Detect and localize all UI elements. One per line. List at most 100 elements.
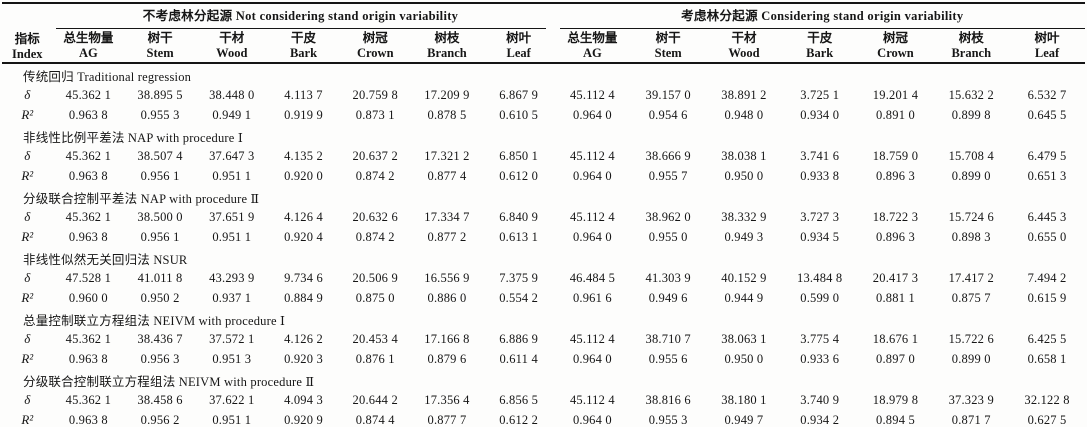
value-cell: 0.949 6 <box>648 290 688 305</box>
value-cell: 0.920 0 <box>284 168 323 183</box>
value-cell: 0.955 3 <box>648 412 688 427</box>
value-cell: 4.126 4 <box>284 209 323 224</box>
value-cell: 17.166 8 <box>424 331 470 346</box>
value-cell: 38.816 6 <box>645 392 691 407</box>
value-cell: 6.445 3 <box>1027 209 1067 224</box>
value-cell: 0.610 5 <box>499 107 539 122</box>
value-cell: 6.850 1 <box>499 148 539 163</box>
value-cell: 20.637 2 <box>352 148 398 163</box>
col-zh: 树枝 <box>434 30 460 45</box>
method-title: 分级联合控制联立方程组法 NEIVM with procedure Ⅱ <box>23 375 315 389</box>
value-cell: 0.964 0 <box>572 107 612 122</box>
col-en: Crown <box>877 45 914 60</box>
col-header-ag-right: 总生物量 AG <box>554 29 631 64</box>
value-cell: 20.759 8 <box>352 87 398 102</box>
value-cell: 6.479 5 <box>1027 148 1067 163</box>
value-cell: 0.919 9 <box>284 107 323 122</box>
col-zh: 干皮 <box>807 30 833 45</box>
value-cell: 0.956 3 <box>140 351 180 366</box>
value-cell: 0.964 0 <box>572 229 612 244</box>
value-cell: 0.951 3 <box>212 351 252 366</box>
value-cell: 0.920 9 <box>284 412 323 427</box>
value-cell: 15.708 4 <box>948 148 994 163</box>
value-cell: 0.955 6 <box>648 351 688 366</box>
col-header-branch-left: 树枝 Branch <box>411 29 483 64</box>
col-en: Stem <box>146 45 174 60</box>
value-cell: 3.725 1 <box>800 87 840 102</box>
value-cell: 0.961 6 <box>572 290 612 305</box>
value-cell: 0.949 7 <box>724 412 764 427</box>
col-zh: 树干 <box>655 30 681 45</box>
r-squared-row-label: R² <box>21 412 34 427</box>
index-header: 指标 Index <box>2 3 53 64</box>
value-cell: 45.112 4 <box>569 209 615 224</box>
value-cell: 0.937 1 <box>212 290 252 305</box>
col-en: AG <box>78 45 98 60</box>
value-cell: 18.722 3 <box>872 209 919 224</box>
col-header-ag-left: 总生物量 AG <box>52 29 125 64</box>
value-cell: 0.874 4 <box>355 412 395 427</box>
method-title-row: 分级联合控制平差法 NAP with procedure Ⅱ <box>2 186 1085 207</box>
col-zh: 树冠 <box>362 30 388 45</box>
value-cell: 43.293 9 <box>209 270 255 285</box>
col-en: AG <box>583 45 602 60</box>
value-cell: 0.956 1 <box>140 229 180 244</box>
value-cell: 0.873 1 <box>355 107 395 122</box>
index-header-zh: 指标 <box>14 32 40 46</box>
delta-row-label: δ <box>24 392 31 407</box>
value-cell: 0.894 5 <box>876 412 915 427</box>
value-cell: 0.956 2 <box>140 412 180 427</box>
value-cell: 0.896 3 <box>876 168 915 183</box>
value-cell: 15.724 6 <box>948 209 994 224</box>
value-cell: 0.933 8 <box>800 168 840 183</box>
value-cell: 20.632 6 <box>352 209 398 224</box>
value-cell: 0.951 1 <box>212 168 252 183</box>
value-cell: 17.417 2 <box>948 270 994 285</box>
value-cell: 16.556 9 <box>424 270 470 285</box>
value-cell: 0.954 6 <box>648 107 688 122</box>
col-en: Bark <box>806 45 834 60</box>
value-cell: 0.886 0 <box>427 290 467 305</box>
value-cell: 38.710 7 <box>645 331 691 346</box>
r-squared-row-label: R² <box>21 351 34 366</box>
value-cell: 0.612 2 <box>499 412 539 427</box>
r-squared-row-label: R² <box>21 107 34 122</box>
value-cell: 0.554 2 <box>499 290 539 305</box>
delta-row-label: δ <box>24 87 31 102</box>
value-cell: 45.362 1 <box>65 148 112 163</box>
value-cell: 41.011 8 <box>137 270 183 285</box>
value-cell: 3.741 6 <box>800 148 840 163</box>
r-squared-row-label: R² <box>21 290 34 305</box>
value-cell: 45.362 1 <box>65 87 112 102</box>
value-cell: 20.506 9 <box>352 270 398 285</box>
value-cell: 0.899 8 <box>951 107 991 122</box>
value-cell: 47.528 1 <box>65 270 112 285</box>
col-zh: 总生物量 <box>63 30 114 45</box>
value-cell: 45.112 4 <box>569 87 615 102</box>
value-cell: 20.417 3 <box>872 270 919 285</box>
value-cell: 0.879 6 <box>427 351 467 366</box>
value-cell: 9.734 6 <box>284 270 323 285</box>
col-header-stem-right: 树干 Stem <box>630 29 707 64</box>
value-cell: 38.332 9 <box>721 209 767 224</box>
value-cell: 0.615 9 <box>1027 290 1067 305</box>
value-cell: 3.775 4 <box>800 331 840 346</box>
value-cell: 0.963 8 <box>68 412 108 427</box>
value-cell: 0.964 0 <box>572 168 612 183</box>
value-cell: 6.425 5 <box>1027 331 1067 346</box>
method-title: 非线性比例平差法 NAP with procedure Ⅰ <box>23 131 243 145</box>
value-cell: 0.934 5 <box>800 229 840 244</box>
value-cell: 0.877 7 <box>427 412 467 427</box>
value-cell: 6.867 9 <box>499 87 539 102</box>
col-zh: 树干 <box>147 30 173 45</box>
value-cell: 38.448 0 <box>209 87 255 102</box>
col-en: Branch <box>951 45 992 60</box>
value-cell: 38.895 5 <box>137 87 183 102</box>
col-header-wood-right: 干材 Wood <box>706 29 782 64</box>
value-cell: 0.877 2 <box>427 229 467 244</box>
col-header-leaf-right: 树叶 Leaf <box>1009 29 1085 64</box>
col-en: Bark <box>289 45 318 60</box>
value-cell: 4.126 2 <box>284 331 323 346</box>
col-header-branch-right: 树枝 Branch <box>933 29 1010 64</box>
value-cell: 0.949 1 <box>212 107 252 122</box>
